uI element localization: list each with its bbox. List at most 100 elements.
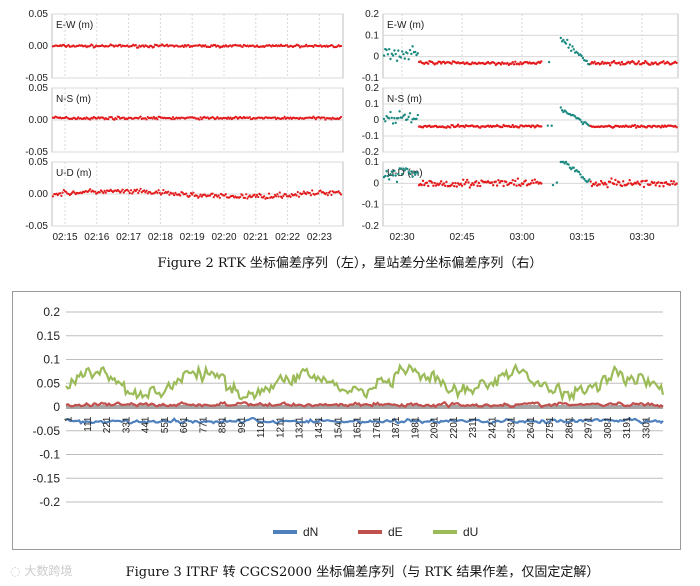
- data-point: [590, 184, 594, 188]
- x-tick-label: 02:20: [211, 232, 236, 242]
- data-point: [579, 173, 582, 176]
- data-point: [411, 175, 414, 178]
- data-point: [451, 181, 455, 185]
- legend-label-dU: dU: [463, 525, 478, 539]
- data-point: [302, 190, 305, 193]
- x-tick-label: 1981: [410, 416, 421, 439]
- y-tick-label: -0.05: [25, 73, 48, 84]
- data-point: [297, 195, 301, 198]
- data-point: [139, 187, 142, 190]
- data-point: [477, 181, 481, 185]
- panel-label: E-W (m): [387, 20, 424, 31]
- data-point: [532, 124, 535, 128]
- data-point: [497, 178, 500, 182]
- data-point: [511, 178, 514, 182]
- data-point: [138, 189, 141, 192]
- data-point: [267, 192, 271, 195]
- data-point: [397, 49, 400, 52]
- data-point: [132, 190, 135, 193]
- series-line-dE: [65, 400, 664, 409]
- data-point: [606, 185, 609, 189]
- panel-frame: [382, 161, 679, 227]
- data-point: [438, 182, 442, 185]
- data-point: [235, 116, 238, 119]
- data-point: [649, 183, 652, 186]
- data-point: [649, 63, 652, 66]
- x-tick-label: 02:30: [389, 232, 414, 242]
- figure-2-caption: Figure 2 RTK 坐标偏差序列（左），星站差分坐标偏差序列（右）: [157, 256, 543, 271]
- data-point: [440, 180, 443, 183]
- data-point: [550, 124, 553, 127]
- data-point: [282, 194, 285, 197]
- data-point: [391, 122, 395, 125]
- data-point: [533, 178, 536, 181]
- x-tick-label: 3081: [603, 416, 614, 439]
- data-point: [560, 109, 564, 112]
- data-point: [410, 121, 413, 124]
- data-point: [326, 194, 329, 197]
- data-point: [566, 38, 569, 42]
- data-point: [581, 56, 585, 60]
- data-point: [620, 60, 624, 64]
- panel-label: N-S (m): [56, 94, 91, 105]
- data-point: [551, 183, 555, 187]
- data-point: [672, 180, 676, 183]
- data-point: [406, 118, 409, 121]
- data-point: [416, 52, 419, 55]
- data-point: [399, 56, 403, 59]
- data-point: [395, 59, 399, 62]
- data-point: [182, 45, 185, 49]
- data-point: [564, 160, 568, 164]
- y-tick-label: 0.15: [37, 329, 61, 343]
- data-point: [91, 44, 94, 47]
- data-point: [641, 179, 644, 183]
- data-point: [633, 123, 637, 127]
- x-tick-label: 2201: [449, 416, 460, 439]
- data-point: [627, 182, 630, 185]
- data-point: [425, 181, 429, 184]
- data-point: [386, 174, 390, 178]
- data-point: [278, 191, 281, 194]
- data-point: [402, 52, 405, 56]
- data-point: [657, 181, 660, 184]
- x-tick-label: 2091: [430, 416, 441, 439]
- data-point: [475, 180, 478, 183]
- data-point: [107, 118, 110, 121]
- data-point: [397, 172, 400, 176]
- data-point: [339, 44, 343, 48]
- data-point: [612, 182, 616, 186]
- data-point: [467, 181, 470, 184]
- y-tick-label: 0.1: [365, 99, 379, 110]
- data-point: [415, 53, 418, 57]
- data-point: [506, 61, 509, 65]
- data-point: [450, 183, 453, 187]
- data-point: [453, 184, 456, 188]
- data-point: [382, 54, 386, 57]
- data-point: [581, 176, 585, 179]
- data-point: [115, 117, 118, 121]
- y-tick-label: 0.05: [29, 83, 49, 94]
- itrf-cgcs2000-deviation-chart: 0.20.150.10.050-0.05-0.1-0.15-0.21 111 221…: [33, 305, 665, 539]
- data-point: [463, 125, 466, 129]
- data-point: [577, 170, 581, 174]
- ppp-coordinate-deviation-chart: 0.2 0.1 0 -0.1 E-W (m) 0.2 0.1 0 -0.1 -0.2 N-S (m)…: [362, 10, 679, 242]
- data-point: [168, 193, 171, 196]
- x-tick-label: 1651: [353, 416, 364, 439]
- y-tick-label: -0.05: [25, 221, 48, 232]
- data-point: [607, 61, 611, 65]
- data-point: [570, 49, 573, 53]
- x-tick-label: 02:15: [52, 232, 77, 242]
- x-tick-label: 661: [179, 416, 190, 433]
- data-point: [312, 45, 315, 49]
- data-point: [462, 178, 465, 181]
- data-point: [394, 174, 397, 177]
- data-point: [171, 116, 175, 119]
- data-point: [433, 181, 436, 185]
- data-point: [408, 48, 412, 52]
- x-tick-label: 1871: [391, 416, 402, 439]
- panel-label: N-S (m): [387, 94, 422, 105]
- data-point: [144, 191, 147, 194]
- y-tick-label: -0.2: [362, 147, 380, 158]
- data-point: [670, 179, 673, 183]
- data-point: [189, 191, 193, 195]
